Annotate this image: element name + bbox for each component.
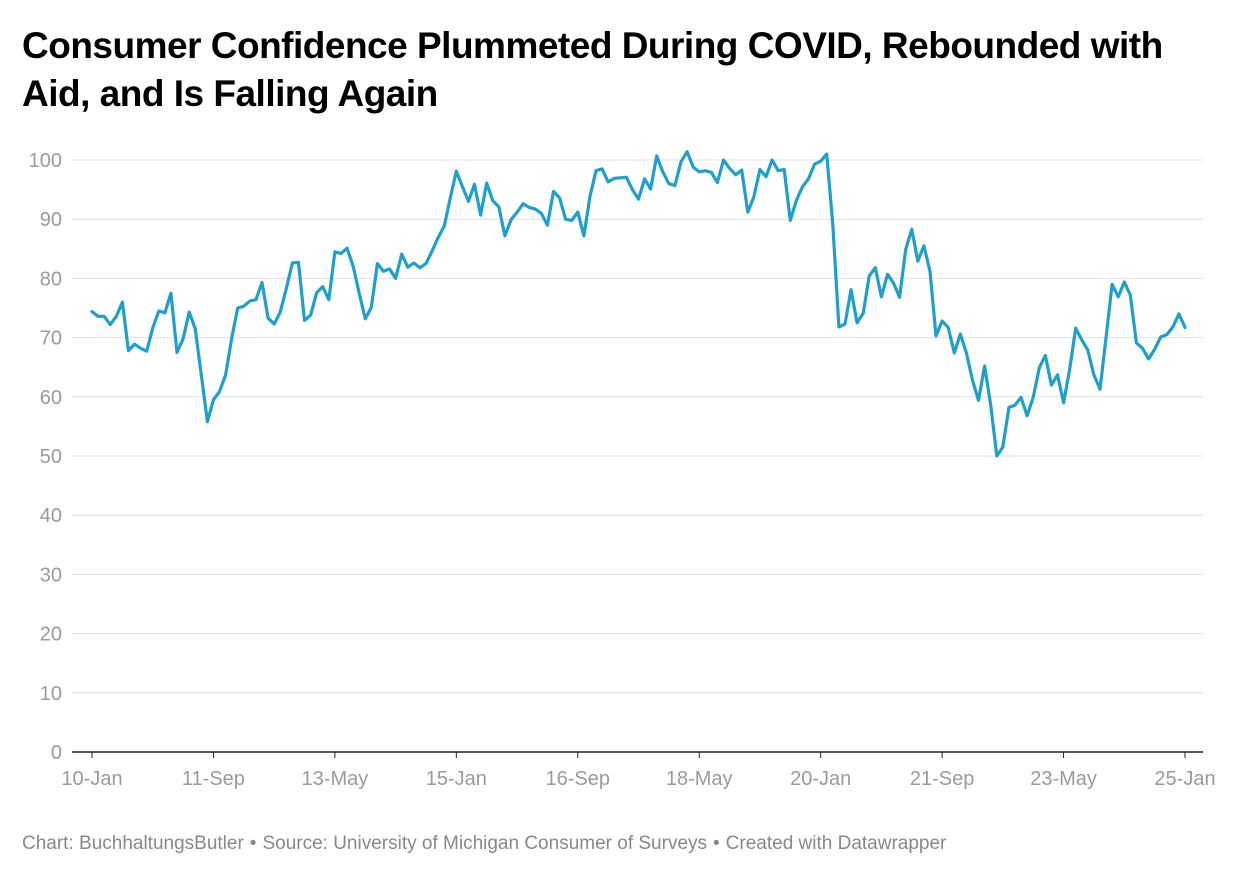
x-tick-label: 18-May <box>666 768 733 790</box>
credit-chart: Chart: BuchhaltungsButler <box>22 833 244 854</box>
x-tick-label: 25-Jan <box>1154 768 1215 790</box>
x-tick-label: 10-Jan <box>61 768 122 790</box>
x-tick-label: 15-Jan <box>426 768 487 790</box>
x-tick-label: 16-Sep <box>546 768 611 790</box>
y-tick-label: 0 <box>51 742 62 764</box>
separator: • <box>713 833 720 854</box>
y-tick-label: 20 <box>40 624 62 646</box>
y-tick-label: 30 <box>40 564 62 586</box>
x-tick-label: 20-Jan <box>790 768 851 790</box>
x-tick-label: 21-Sep <box>910 768 975 790</box>
chart-title: Consumer Confidence Plummeted During COV… <box>22 25 1163 114</box>
credit-source: Source: University of Michigan Consumer … <box>262 833 708 854</box>
x-tick-label: 11-Sep <box>182 768 245 790</box>
x-axis-ticks: 10-Jan 11-Sep 13-May 15-Jan 16-Sep 18-May 20-J… <box>61 752 1216 790</box>
y-tick-label: 90 <box>40 209 62 231</box>
series-line-consumer-confidence <box>90 150 1187 458</box>
y-tick-label: 70 <box>40 328 62 350</box>
y-tick-label: 60 <box>40 387 62 409</box>
y-axis-ticks: 0 10 20 30 40 50 60 70 80 90 100 <box>29 150 62 764</box>
y-tick-label: 50 <box>40 446 62 468</box>
separator: • <box>249 833 257 854</box>
y-tick-label: 100 <box>29 150 62 172</box>
y-tick-label: 10 <box>40 683 62 705</box>
credit-tool: Created with Datawrapper <box>725 833 947 854</box>
line-chart: 0 10 20 30 40 50 60 70 80 90 100 10-Jan 11-Sep 13-Ma… <box>29 150 1216 790</box>
y-tick-label: 40 <box>40 505 62 527</box>
y-tick-label: 80 <box>40 268 62 290</box>
gridlines <box>72 159 1203 694</box>
chart-footer: Chart: BuchhaltungsButler • Source: Univer… <box>22 833 946 855</box>
x-tick-label: 13-May <box>302 768 369 790</box>
x-tick-label: 23-May <box>1030 768 1097 790</box>
